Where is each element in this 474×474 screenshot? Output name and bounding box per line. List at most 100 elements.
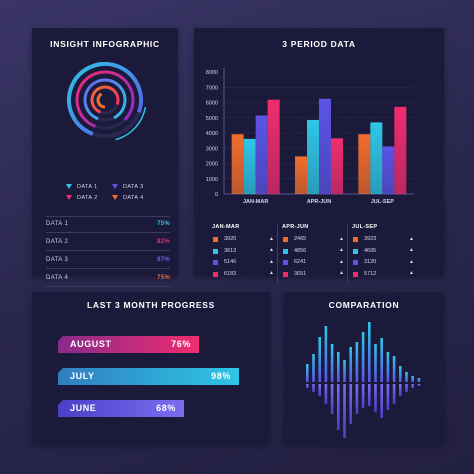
insight-row-label: DATA 4: [46, 275, 69, 281]
period-value: 2465: [294, 236, 307, 242]
comparation-bar-down: [324, 384, 328, 404]
comparation-bar-down: [417, 384, 421, 386]
y-tick-label: 5000: [206, 116, 218, 122]
column-divider: [277, 224, 278, 284]
up-arrow-icon: ▲: [339, 270, 344, 276]
comparation-title: COMPARATION: [328, 300, 400, 310]
progress-panel: LAST 3 MONTH PROGRESS AUGUST 76% JULY 98% JU…: [32, 292, 270, 444]
x-tick-label: APR-JUN: [307, 199, 331, 205]
legend-swatch-icon: [112, 184, 118, 189]
period-bar-chart: 8000 7000 6000 5000 4000 3000 2000 1000 0 JAN-MAR…: [206, 68, 414, 205]
period-swatch-icon: [213, 260, 218, 265]
period-column-header: JUL-SEP: [352, 224, 378, 230]
bar-jul-sep-3: [382, 146, 395, 194]
insight-rows: DATA 1 75% DATA 2 82% DATA 3 87% DATA 4 75%: [46, 216, 170, 288]
legend-swatch-icon: [66, 184, 72, 189]
progress-bar-july: JULY 98%: [58, 368, 239, 385]
x-tick-label: JAN-MAR: [243, 199, 268, 205]
insight-row-value: 87%: [157, 257, 170, 263]
comparation-bar-down: [312, 384, 315, 392]
row-divider: [46, 216, 170, 217]
comparation-bar-down: [318, 384, 321, 396]
period-value: 3923: [364, 236, 377, 242]
comparation-bar-up: [374, 344, 377, 382]
legend-item: DATA 2: [66, 193, 98, 202]
row-divider: [46, 232, 170, 233]
bar-apr-jun-2: [307, 119, 319, 194]
y-tick-label: 1000: [206, 177, 218, 183]
period-swatch-icon: [283, 271, 288, 277]
period-column: JUL-SEP 3923 ▲ 4695 ▲ 3120 ▲ 5712 ▲: [347, 224, 418, 284]
up-arrow-icon: ▲: [269, 258, 274, 265]
radial-arc-4: [90, 85, 120, 114]
comparation-bar-up: [411, 376, 414, 382]
period-value: 5712: [364, 270, 377, 277]
comparation-bar-down: [380, 384, 383, 418]
y-tick-label: 6000: [206, 101, 218, 107]
comparation-bar-up: [355, 342, 359, 382]
progress-bar-label: JUNE: [70, 403, 97, 413]
column-divider: [347, 224, 348, 284]
period-swatch-icon: [213, 271, 218, 277]
insight-legend: DATA 1 DATA 3 DATA 2 DATA 4: [66, 182, 156, 206]
y-tick-label: 4000: [206, 131, 218, 137]
y-tick-label: 7000: [206, 85, 218, 91]
up-arrow-icon: ▲: [269, 247, 274, 253]
legend-item: DATA 4: [112, 193, 144, 202]
progress-bars: AUGUST 76% JULY 98% JUNE 68%: [58, 336, 248, 436]
up-arrow-icon: ▲: [269, 235, 274, 242]
radial-arc-1: [67, 62, 143, 136]
insight-row-value: 82%: [157, 239, 170, 245]
comparation-bar-down: [330, 384, 334, 414]
comparation-bar-up: [318, 337, 321, 382]
progress-title: LAST 3 MONTH PROGRESS: [86, 300, 216, 310]
comparation-bar-up: [343, 360, 346, 382]
comparation-bar-up: [312, 354, 315, 382]
radial-inner-arc: [96, 92, 106, 109]
progress-bar-label: JULY: [70, 371, 95, 381]
period-swatch-icon: [283, 237, 288, 242]
legend-label: DATA 3: [123, 183, 144, 190]
comparation-bar-up: [349, 347, 352, 382]
bar-apr-jun-3: [319, 98, 331, 194]
comparation-bar-down: [349, 384, 352, 424]
up-arrow-icon: ▲: [409, 235, 414, 242]
progress-bar-june: JUNE 68%: [58, 400, 184, 417]
period-value: 4695: [364, 247, 377, 254]
period-swatch-icon: [213, 237, 218, 242]
comparation-panel: COMPARATION: [284, 292, 444, 444]
bar-jan-mar-1: [231, 134, 244, 194]
row-divider: [46, 286, 170, 287]
bar-jul-sep-2: [370, 122, 383, 194]
comparation-bar-up: [380, 338, 383, 382]
insight-row-label: DATA 1: [46, 221, 69, 227]
period-swatch-icon: [283, 248, 288, 254]
comparation-bar-down: [368, 384, 371, 406]
y-tick-label: 8000: [206, 70, 218, 76]
legend-label: DATA 1: [77, 183, 98, 190]
comparation-bar-down: [374, 384, 377, 412]
up-arrow-icon: ▲: [409, 247, 414, 253]
radial-outer-tick: [115, 106, 147, 141]
comparation-bar-down: [343, 384, 346, 438]
period-value: 3651: [294, 270, 307, 277]
period-swatch-icon: [353, 271, 358, 277]
bar-apr-jun-1: [295, 156, 307, 194]
bar-apr-jun-4: [331, 138, 343, 194]
y-tick-label: 3000: [206, 146, 218, 152]
comparation-bar-down: [306, 384, 309, 388]
comparation-bar-up: [324, 326, 328, 382]
comparation-bar-down: [355, 384, 359, 414]
comparation-bar-down: [405, 384, 408, 392]
period-column-header: APR-JUN: [282, 224, 309, 230]
comparation-bar-down: [399, 384, 402, 396]
legend-item: DATA 1: [66, 182, 98, 191]
period-value: 3613: [224, 247, 237, 254]
progress-bar-august: AUGUST 76%: [58, 336, 199, 353]
insight-row-value: 75%: [157, 221, 170, 227]
period-swatch-icon: [213, 248, 218, 254]
period-panel: 3 PERIOD DATA 8000 7000 6000 5000 4000 3000 20…: [194, 28, 444, 284]
comparation-bar-down: [411, 384, 414, 388]
insight-row-value: 75%: [157, 275, 170, 281]
legend-label: DATA 2: [77, 194, 98, 201]
